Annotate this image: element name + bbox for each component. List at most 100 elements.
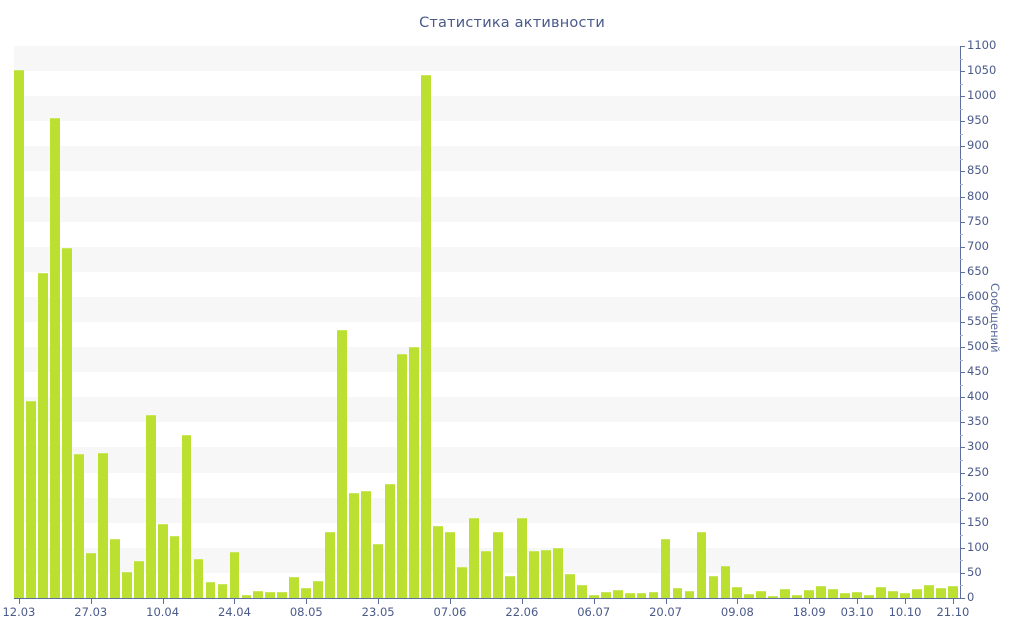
y-minor-tick-mark xyxy=(960,58,963,60)
bar[interactable] xyxy=(696,532,707,598)
bar[interactable] xyxy=(409,347,419,598)
bar[interactable] xyxy=(684,590,695,598)
bar[interactable] xyxy=(516,517,527,598)
y-tick-mark xyxy=(960,146,965,148)
bar[interactable] xyxy=(241,595,252,598)
y-minor-tick-mark xyxy=(960,434,963,436)
bar[interactable] xyxy=(25,401,36,598)
bar[interactable] xyxy=(73,453,84,598)
bar[interactable] xyxy=(816,585,827,598)
bar[interactable] xyxy=(588,595,599,598)
bar[interactable] xyxy=(540,550,551,598)
y-minor-tick-mark xyxy=(960,359,963,361)
bar[interactable] xyxy=(337,329,348,598)
background-band xyxy=(14,196,960,222)
bar[interactable] xyxy=(14,69,24,598)
bar[interactable] xyxy=(217,584,228,598)
bar[interactable] xyxy=(780,589,791,598)
x-tick-label: 18.09 xyxy=(792,605,826,619)
y-minor-tick-mark xyxy=(960,334,963,336)
bar[interactable] xyxy=(97,453,108,598)
y-minor-tick-mark xyxy=(960,460,963,461)
bar[interactable] xyxy=(912,588,922,598)
y-tick-label: 750 xyxy=(967,213,989,228)
y-tick-label: 500 xyxy=(967,339,989,354)
bar[interactable] xyxy=(385,483,396,598)
bar[interactable] xyxy=(229,551,240,598)
x-tick-mark xyxy=(809,599,811,604)
bar[interactable] xyxy=(840,593,851,598)
bar[interactable] xyxy=(445,532,455,598)
bar[interactable] xyxy=(936,587,946,598)
bar[interactable] xyxy=(361,490,372,598)
bar[interactable] xyxy=(828,588,839,598)
x-tick-mark xyxy=(593,599,595,604)
bar[interactable] xyxy=(660,538,671,598)
bar[interactable] xyxy=(504,576,515,598)
bar[interactable] xyxy=(876,586,886,598)
bar[interactable] xyxy=(193,558,204,598)
y-tick-label: 450 xyxy=(967,364,989,379)
bar[interactable] xyxy=(756,590,767,598)
bar[interactable] xyxy=(924,584,934,598)
bar[interactable] xyxy=(600,591,611,598)
bar[interactable] xyxy=(61,248,72,598)
bar[interactable] xyxy=(145,414,156,598)
bar[interactable] xyxy=(469,517,479,598)
bar[interactable] xyxy=(708,575,719,598)
bar[interactable] xyxy=(289,577,300,598)
bar[interactable] xyxy=(205,581,216,598)
bar[interactable] xyxy=(792,595,803,598)
bar[interactable] xyxy=(888,590,898,598)
bar[interactable] xyxy=(109,538,120,598)
bar[interactable] xyxy=(672,587,683,598)
x-tick-label: 20.07 xyxy=(649,605,682,619)
bar[interactable] xyxy=(481,551,491,598)
bar[interactable] xyxy=(313,581,324,598)
bar[interactable] xyxy=(648,591,659,598)
bar[interactable] xyxy=(720,565,731,598)
y-tick-label: 900 xyxy=(967,138,989,153)
bar[interactable] xyxy=(181,434,192,598)
y-tick-mark xyxy=(960,397,965,399)
bar[interactable] xyxy=(457,566,467,598)
bar[interactable] xyxy=(157,523,168,598)
bar[interactable] xyxy=(277,591,288,598)
y-tick-label: 850 xyxy=(967,163,989,178)
bar[interactable] xyxy=(528,551,539,598)
bar[interactable] xyxy=(169,535,180,598)
bar[interactable] xyxy=(612,590,623,598)
bar[interactable] xyxy=(301,587,312,598)
x-tick-label: 12.03 xyxy=(2,605,36,619)
y-tick-mark xyxy=(960,221,965,223)
bar[interactable] xyxy=(564,573,575,598)
bar[interactable] xyxy=(85,552,96,598)
bar[interactable] xyxy=(265,591,276,598)
bar[interactable] xyxy=(804,589,815,598)
bar[interactable] xyxy=(133,561,144,598)
bar[interactable] xyxy=(948,585,958,598)
bar[interactable] xyxy=(121,571,132,598)
bar[interactable] xyxy=(433,526,443,598)
bar[interactable] xyxy=(744,594,755,598)
bar[interactable] xyxy=(624,593,635,598)
bar[interactable] xyxy=(492,531,503,598)
bar[interactable] xyxy=(373,543,384,598)
bar[interactable] xyxy=(852,591,863,598)
bar[interactable] xyxy=(253,591,264,598)
bar[interactable] xyxy=(732,586,743,598)
background-bands xyxy=(14,46,960,598)
bar[interactable] xyxy=(864,594,874,598)
bar[interactable] xyxy=(636,592,647,598)
bar[interactable] xyxy=(900,592,910,598)
bar[interactable] xyxy=(37,272,48,598)
bar[interactable] xyxy=(397,353,407,598)
bar[interactable] xyxy=(552,548,563,598)
bar[interactable] xyxy=(325,532,336,598)
bar[interactable] xyxy=(349,492,360,598)
bar[interactable] xyxy=(768,595,779,598)
bar[interactable] xyxy=(49,117,60,598)
bar[interactable] xyxy=(576,584,587,598)
bar[interactable] xyxy=(421,74,431,598)
y-tick-label: 0 xyxy=(967,590,975,604)
